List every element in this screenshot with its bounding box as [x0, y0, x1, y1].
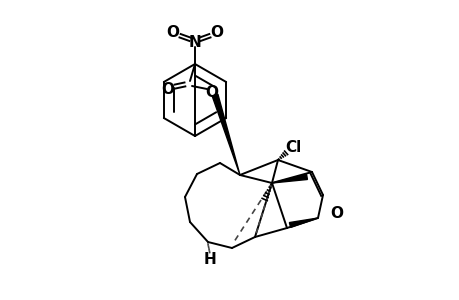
Polygon shape: [212, 94, 240, 175]
Text: O: O: [166, 25, 179, 40]
Text: O: O: [210, 25, 223, 40]
Polygon shape: [289, 218, 317, 227]
Text: Cl: Cl: [285, 140, 301, 155]
Text: O: O: [329, 206, 342, 220]
Text: N: N: [188, 34, 201, 50]
Text: O: O: [205, 85, 218, 100]
Text: O: O: [161, 82, 174, 97]
Polygon shape: [271, 175, 307, 183]
Text: H: H: [203, 253, 216, 268]
